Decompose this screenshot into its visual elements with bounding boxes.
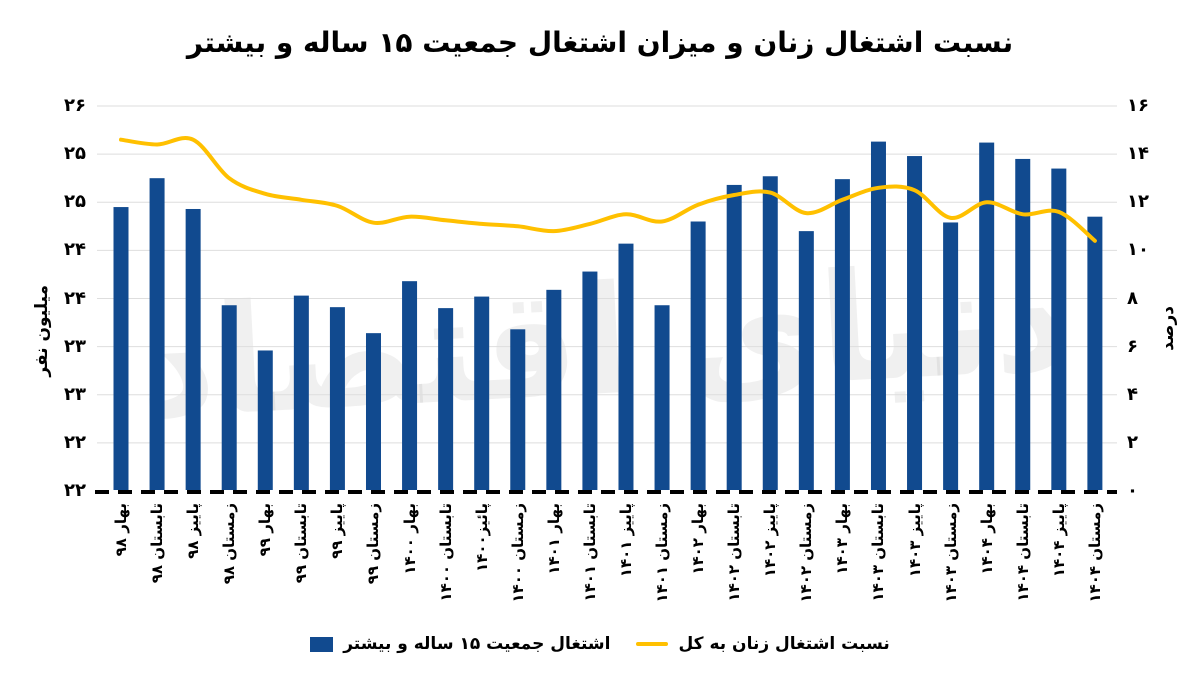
bar-27 <box>1087 216 1103 490</box>
bar-18 <box>762 176 778 490</box>
legend-item-line: نسبت اشتغال زنان به کل <box>636 634 890 654</box>
bar-11 <box>510 329 526 490</box>
right-axis-tick-label: ۱۲ <box>1127 191 1149 213</box>
x-axis-label-16: بهار ۱۴۰۲ <box>689 503 708 575</box>
bar-25 <box>1015 158 1031 490</box>
bar-7 <box>365 333 381 490</box>
x-axis-label-18: پاییز ۱۴۰۲ <box>761 503 780 578</box>
left-axis-tick-label: ۲۵ <box>64 191 86 213</box>
x-axis-label-12: بهار ۱۴۰۱ <box>544 503 563 575</box>
x-axis-label-8: بهار ۱۴۰۰ <box>400 503 419 575</box>
x-axis-label-5: تابستان ۹۹ <box>292 503 311 584</box>
x-axis-label-7: زمستان ۹۹ <box>364 503 383 585</box>
right-axis-tick-label: ۸ <box>1127 287 1138 309</box>
line-series-swatch <box>636 642 669 646</box>
bar-8 <box>402 281 418 490</box>
left-axis-tick-label: ۲۵ <box>64 143 86 165</box>
bar-19 <box>798 231 814 490</box>
right-axis-tick-label: ۱۶ <box>1127 95 1149 116</box>
bar-3 <box>221 305 237 490</box>
bar-6 <box>329 307 345 490</box>
x-axis-label-20: بهار ۱۴۰۳ <box>833 503 852 575</box>
x-axis-label-2: پاییز ۹۸ <box>184 503 203 559</box>
bar-4 <box>257 350 273 490</box>
bar-26 <box>1051 168 1067 490</box>
x-axis-label-23: زمستان ۱۴۰۳ <box>941 503 960 603</box>
x-axis-label-17: تابستان ۱۴۰۲ <box>725 503 744 602</box>
bar-series-label: اشتغال جمعیت ۱۵ ساله و بیشتر <box>343 634 611 654</box>
x-axis-label-9: تابستان ۱۴۰۰ <box>436 503 455 602</box>
x-axis-label-22: پاییز ۱۴۰۳ <box>905 503 924 578</box>
x-axis-label-24: بهار ۱۴۰۴ <box>977 503 996 575</box>
bar-12 <box>546 289 562 490</box>
x-axis-label-1: تابستان ۹۸ <box>148 503 167 584</box>
left-axis-tick-label: ۲۴ <box>64 287 86 309</box>
x-axis-label-27: زمستان ۱۴۰۴ <box>1085 503 1104 603</box>
bar-1 <box>149 178 165 490</box>
bar-16 <box>690 221 706 490</box>
bar-10 <box>474 296 490 490</box>
right-axis-tick-label: ۶ <box>1127 335 1138 357</box>
bar-5 <box>293 295 309 490</box>
bar-21 <box>870 141 886 491</box>
bar-series-swatch <box>310 636 334 652</box>
bar-22 <box>907 156 923 491</box>
bar-17 <box>726 184 742 491</box>
legend-item-bars: اشتغال جمعیت ۱۵ ساله و بیشتر <box>310 634 610 654</box>
bar-9 <box>438 308 454 490</box>
chart-title: نسبت اشتغال زنان و میزان اشتغال جمعیت ۱۵… <box>186 26 1014 59</box>
right-axis-tick-label: ۰ <box>1127 480 1138 501</box>
right-axis-tick-label: ۴ <box>1127 383 1138 405</box>
left-axis-title: میلیون نفر <box>32 285 52 377</box>
x-axis-label-10: پائیز۱۴۰۰ <box>472 503 491 572</box>
right-axis-tick-label: ۱۰ <box>1127 239 1149 261</box>
bar-15 <box>654 305 670 490</box>
x-axis-label-0: بهار ۹۸ <box>112 503 130 557</box>
legend: اشتغال جمعیت ۱۵ ساله و بیشتر نسبت اشتغال… <box>0 634 1200 654</box>
bar-0 <box>113 207 129 490</box>
x-axis-label-25: تابستان ۱۴۰۴ <box>1013 503 1032 602</box>
left-axis-tick-label: ۲۴ <box>64 239 86 261</box>
x-axis-label-15: زمستان ۱۴۰۱ <box>653 503 672 603</box>
x-axis-label-26: پاییز ۱۴۰۴ <box>1049 503 1068 578</box>
left-axis-tick-label: ۲۶ <box>64 95 86 116</box>
bar-23 <box>943 222 959 490</box>
bar-2 <box>185 208 201 491</box>
right-axis-title: درصد <box>1158 306 1178 351</box>
left-axis-tick-label: ۲۳ <box>64 383 86 405</box>
bar-20 <box>834 179 850 490</box>
x-axis-label-3: زمستان ۹۸ <box>220 503 239 585</box>
x-axis-label-14: پاییز ۱۴۰۱ <box>616 503 635 578</box>
bar-14 <box>618 243 634 490</box>
bar-13 <box>582 271 598 490</box>
x-axis-label-21: تابستان ۱۴۰۳ <box>869 503 888 602</box>
right-axis-tick-label: ۲ <box>1127 431 1138 453</box>
x-axis-label-4: بهار ۹۹ <box>256 503 275 557</box>
x-axis-label-6: پاییز ۹۹ <box>328 503 347 559</box>
bar-24 <box>979 142 995 490</box>
line-series <box>119 136 1097 243</box>
x-axis-label-13: تابستان ۱۴۰۱ <box>580 503 599 602</box>
x-axis-label-19: زمستان ۱۴۰۲ <box>797 503 816 603</box>
right-axis-tick-label: ۱۴ <box>1127 143 1149 165</box>
left-axis-tick-label: ۲۲ <box>64 480 86 501</box>
left-axis-tick-label: ۲۲ <box>64 431 86 453</box>
x-axis-label-11: زمستان ۱۴۰۰ <box>508 503 527 603</box>
left-axis-tick-label: ۲۳ <box>64 335 86 357</box>
line-series-label: نسبت اشتغال زنان به کل <box>678 634 890 654</box>
